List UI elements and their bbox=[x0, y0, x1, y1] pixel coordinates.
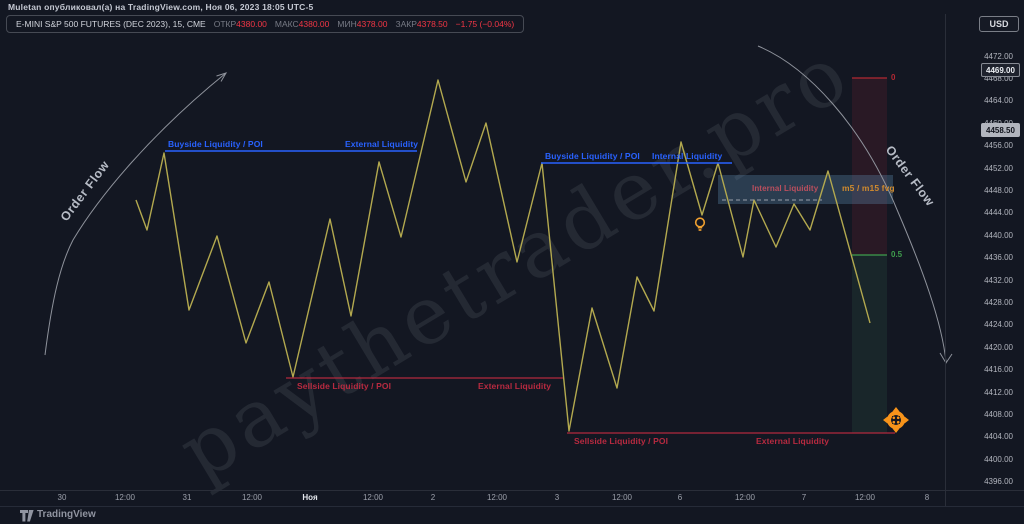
time-label: 2 bbox=[430, 493, 436, 502]
fib-red-zone bbox=[852, 78, 887, 255]
ohlc-open: ОТКР4380.00 bbox=[213, 19, 267, 29]
price-badge-4458.50: 4458.50 bbox=[981, 123, 1020, 137]
price-tick: 4408.00 bbox=[984, 409, 1013, 419]
time-label: 12:00 bbox=[486, 493, 508, 502]
price-tick: 4428.00 bbox=[984, 297, 1013, 307]
symbol-title: E-MINI S&P 500 FUTURES (DEC 2023), 15, C… bbox=[16, 19, 206, 29]
tradingview-brand-link[interactable]: TradingView bbox=[37, 509, 96, 520]
price-tick: 4472.00 bbox=[984, 51, 1013, 61]
price-tick: 4444.00 bbox=[984, 208, 1013, 218]
currency-button[interactable]: USD bbox=[979, 16, 1019, 32]
time-label: 12:00 bbox=[611, 493, 633, 502]
publish-text: Muletan опубликовал(а) на TradingView.co… bbox=[8, 2, 314, 12]
time-label: 12:00 bbox=[362, 493, 384, 502]
time-axis[interactable]: 30 12:00 31 12:00 Ноя 12:00 2 12:00 3 12:00 6 12:00… bbox=[0, 491, 945, 506]
time-label: 7 bbox=[801, 493, 807, 502]
price-tick: 4404.00 bbox=[984, 432, 1013, 442]
price-tick: 4424.00 bbox=[984, 320, 1013, 330]
price-tick: 4440.00 bbox=[984, 230, 1013, 240]
time-label: 8 bbox=[924, 493, 930, 502]
price-badge-4469.00: 4469.00 bbox=[981, 63, 1020, 77]
order-flow-arc-right-arrowhead bbox=[939, 352, 953, 364]
price-tick: 4468.00 bbox=[984, 73, 1013, 83]
symbol-legend[interactable]: E-MINI S&P 500 FUTURES (DEC 2023), 15, C… bbox=[6, 15, 525, 33]
tradingview-logo-icon bbox=[20, 510, 34, 522]
price-tick: 4400.00 bbox=[984, 454, 1013, 464]
time-label: 6 bbox=[677, 493, 683, 502]
price-tick: 4464.00 bbox=[984, 96, 1013, 106]
order-flow-arc-left bbox=[44, 72, 227, 356]
time-label: Ноя bbox=[302, 493, 318, 502]
time-label: 12:00 bbox=[854, 493, 876, 502]
zigzag-path bbox=[135, 79, 871, 432]
price-axis-separator bbox=[945, 14, 946, 506]
price-tick: 4432.00 bbox=[984, 275, 1013, 285]
time-axis-separator bbox=[0, 490, 1024, 491]
ohlc-close: ЗАКР4378.50 bbox=[395, 19, 448, 29]
time-label: 12:00 bbox=[241, 493, 263, 502]
order-flow-arc-left-arrowhead bbox=[216, 72, 228, 82]
price-axis[interactable]: USD 4472.004468.004464.004460.004456.004… bbox=[946, 14, 1024, 490]
ohlc-high: МАКС4380.00 bbox=[274, 19, 330, 29]
lightbulb-icon bbox=[694, 217, 706, 231]
footer-bar: TradingView bbox=[0, 507, 1024, 524]
time-label: 31 bbox=[182, 493, 192, 502]
target-icon[interactable] bbox=[883, 407, 909, 433]
price-tick: 4416.00 bbox=[984, 365, 1013, 375]
price-change: −1.75 (−0.04%) bbox=[455, 19, 515, 29]
price-tick: 4420.00 bbox=[984, 342, 1013, 352]
price-tick: 4452.00 bbox=[984, 163, 1013, 173]
fib-green-zone bbox=[852, 255, 887, 433]
time-label: 12:00 bbox=[734, 493, 756, 502]
publish-bar: Muletan опубликовал(а) на TradingView.co… bbox=[0, 0, 1024, 14]
price-tick: 4396.00 bbox=[984, 477, 1013, 487]
order-flow-arc-right bbox=[757, 45, 947, 363]
time-label: 30 bbox=[57, 493, 67, 502]
price-tick: 4436.00 bbox=[984, 253, 1013, 263]
ohlc-low: МИН4378.00 bbox=[337, 19, 388, 29]
internal-liquidity-box bbox=[718, 175, 893, 204]
price-tick: 4412.00 bbox=[984, 387, 1013, 397]
price-tick: 4448.00 bbox=[984, 185, 1013, 195]
time-label: 3 bbox=[554, 493, 560, 502]
footer-separator bbox=[0, 506, 1024, 507]
price-tick: 4456.00 bbox=[984, 141, 1013, 151]
time-label: 12:00 bbox=[114, 493, 136, 502]
